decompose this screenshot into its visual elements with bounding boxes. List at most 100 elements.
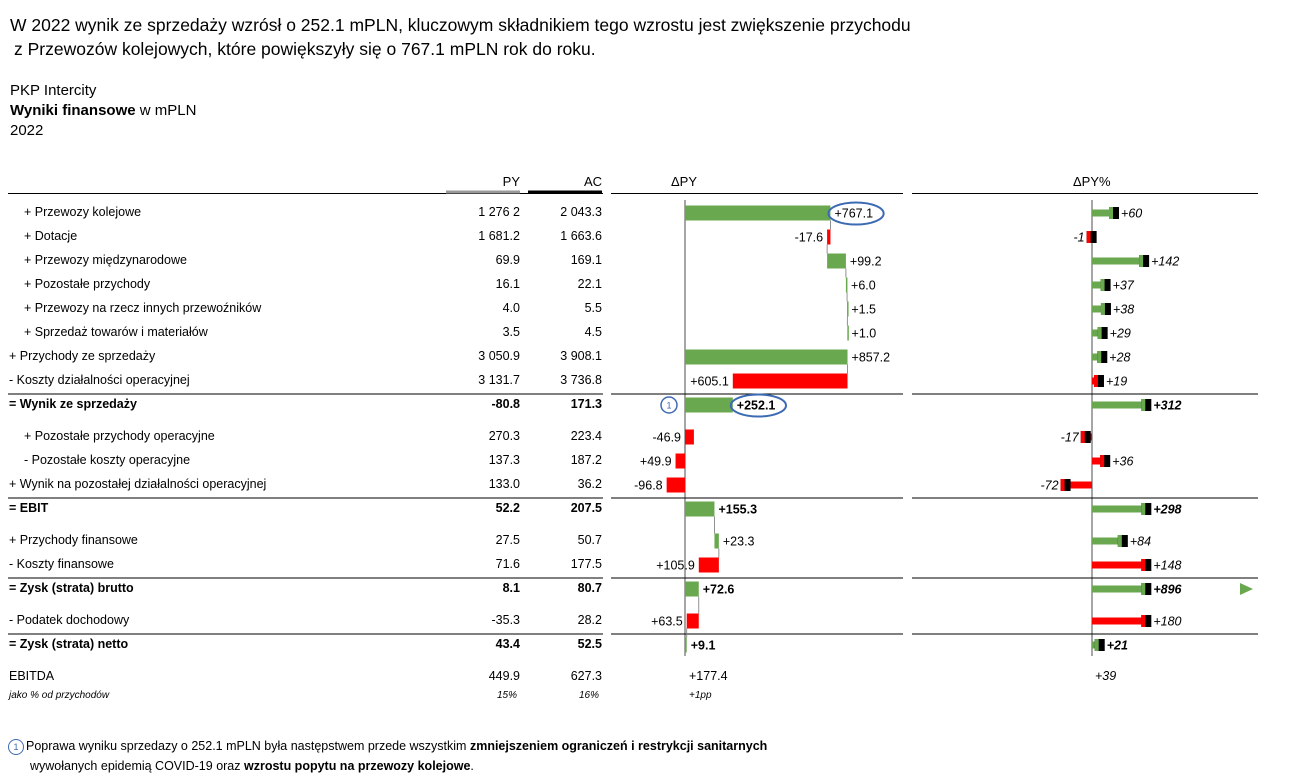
row-label: - Koszty działalności operacyjnej xyxy=(9,373,190,387)
ac-value: 80.7 xyxy=(577,581,602,595)
py-value: 3 131.7 xyxy=(478,373,520,387)
pct-marker-edge xyxy=(1109,207,1114,219)
ac-value: 22.1 xyxy=(577,277,602,291)
ac-value: 2 043.3 xyxy=(560,205,602,219)
marker-label: 1 xyxy=(666,401,671,411)
column-header-delta: ΔPY xyxy=(671,174,698,189)
delta-bar xyxy=(827,253,846,269)
pct-label: +60 xyxy=(1121,207,1142,221)
pct-bar xyxy=(1092,617,1147,625)
delta-label: +99.2 xyxy=(850,255,882,269)
delta-label: +9.1 xyxy=(691,639,716,653)
report-title: Wyniki finansowe w mPLN xyxy=(10,101,196,121)
pct-label: +298 xyxy=(1153,503,1181,517)
pct-bar xyxy=(1092,209,1115,217)
pct-marker-edge xyxy=(1086,231,1091,243)
column-header-py: PY xyxy=(502,174,520,189)
ac-value: 4.5 xyxy=(584,325,602,339)
footnote-line-2: wywołanych epidemią COVID-19 oraz wzrost… xyxy=(8,756,767,776)
delta-label: +857.2 xyxy=(852,351,891,365)
column-header-ac: AC xyxy=(583,174,602,189)
ebitda-py: 449.9 xyxy=(488,669,520,683)
ac-value: 3 736.8 xyxy=(560,373,602,387)
footnote-text-1: Poprawa wyniku sprzedazy o 252.1 mPLN by… xyxy=(26,739,470,753)
row-label: = Zysk (strata) brutto xyxy=(9,581,134,595)
py-value: -35.3 xyxy=(491,613,521,627)
footnote-line-1: 1 Poprawa wyniku sprzedazy o 252.1 mPLN b… xyxy=(8,736,767,756)
delta-bar xyxy=(685,501,715,517)
pct-label: +84 xyxy=(1130,535,1151,549)
pct-marker-edge xyxy=(1100,279,1105,291)
row-label: - Pozostałe koszty operacyjne xyxy=(24,453,191,467)
chart-meta: PKP Intercity Wyniki finansowe w mPLN 20… xyxy=(10,81,196,141)
delta-bar xyxy=(685,581,699,597)
pct-marker xyxy=(1086,231,1097,243)
ebitda-ratio-delta: +1pp xyxy=(689,690,712,701)
pct-marker xyxy=(1141,559,1152,571)
row-label: + Przewozy międzynarodowe xyxy=(24,253,187,267)
py-value: 4.0 xyxy=(502,301,520,315)
delta-bar xyxy=(827,229,831,245)
column-header-delta-pct: ΔPY% xyxy=(1073,174,1111,189)
delta-label: -96.8 xyxy=(634,479,663,493)
marker-circle xyxy=(660,396,678,414)
delta-label: +49.9 xyxy=(640,455,672,469)
header-gap xyxy=(903,190,912,196)
delta-bar xyxy=(845,277,848,293)
py-value: 3.5 xyxy=(502,325,520,339)
ebitda-label: EBITDA xyxy=(9,669,55,683)
pct-bar xyxy=(1092,585,1147,593)
delta-label: +1.0 xyxy=(852,327,877,341)
pct-bar xyxy=(1092,329,1103,337)
row-label: + Przewozy na rzecz innych przewoźników xyxy=(24,301,262,315)
pct-bar xyxy=(1092,257,1145,265)
delta-label: +72.6 xyxy=(703,583,735,597)
pct-label: +37 xyxy=(1113,279,1135,293)
pct-marker-edge xyxy=(1093,375,1098,387)
pct-bar xyxy=(1092,537,1123,545)
row-label: + Przychody finansowe xyxy=(9,533,138,547)
pct-bar xyxy=(1092,353,1103,361)
company-name: PKP Intercity xyxy=(10,82,97,99)
pct-marker-edge xyxy=(1141,399,1146,411)
delta-bar xyxy=(714,533,719,549)
ac-value: 1 663.6 xyxy=(560,229,602,243)
row-label: + Pozostałe przychody operacyjne xyxy=(24,429,215,443)
pct-overflow-arrow xyxy=(1240,583,1253,595)
ac-value: 36.2 xyxy=(577,477,602,491)
py-value: 69.9 xyxy=(495,253,520,267)
footnote-text-3: . xyxy=(470,759,474,773)
delta-label: -46.9 xyxy=(653,431,682,445)
pct-marker xyxy=(1097,351,1108,363)
pct-bar xyxy=(1092,457,1106,465)
pct-marker-edge xyxy=(1141,583,1146,595)
py-value: 1 681.2 xyxy=(478,229,520,243)
pct-label: +312 xyxy=(1153,399,1181,413)
highlight-ellipse xyxy=(827,201,885,226)
footnote-bold-1: zmniejszeniem ograniczeń i restrykcji sa… xyxy=(469,739,768,753)
pct-label: +148 xyxy=(1153,559,1181,573)
delta-label: +6.0 xyxy=(851,279,876,293)
delta-label: +23.3 xyxy=(723,535,755,549)
pct-label: +19 xyxy=(1106,375,1127,389)
ebitda-pct: +39 xyxy=(1095,669,1117,683)
pct-marker-edge xyxy=(1100,303,1105,315)
py-value: 1 276 2 xyxy=(478,205,520,219)
row-label: + Sprzedaż towarów i materiałów xyxy=(24,325,208,339)
pct-marker-edge xyxy=(1080,431,1085,443)
ac-value: 223.4 xyxy=(570,429,602,443)
pct-marker-edge xyxy=(1117,535,1122,547)
pct-label: +29 xyxy=(1110,327,1131,341)
pct-label: +896 xyxy=(1153,583,1182,597)
delta-bar xyxy=(666,477,685,493)
row-label: + Dotacje xyxy=(24,229,78,243)
py-value: 270.3 xyxy=(488,429,520,443)
ac-value: 187.2 xyxy=(570,453,602,467)
headline: W 2022 wynik ze sprzedaży wzrósł o 252.1… xyxy=(10,13,911,61)
pct-marker-edge xyxy=(1141,559,1146,571)
pct-marker xyxy=(1109,207,1120,219)
footnote-marker: 1 xyxy=(8,738,24,755)
pct-marker xyxy=(1100,279,1111,291)
report-title-unit: w mPLN xyxy=(135,102,197,119)
ac-value: 52.5 xyxy=(577,637,602,651)
